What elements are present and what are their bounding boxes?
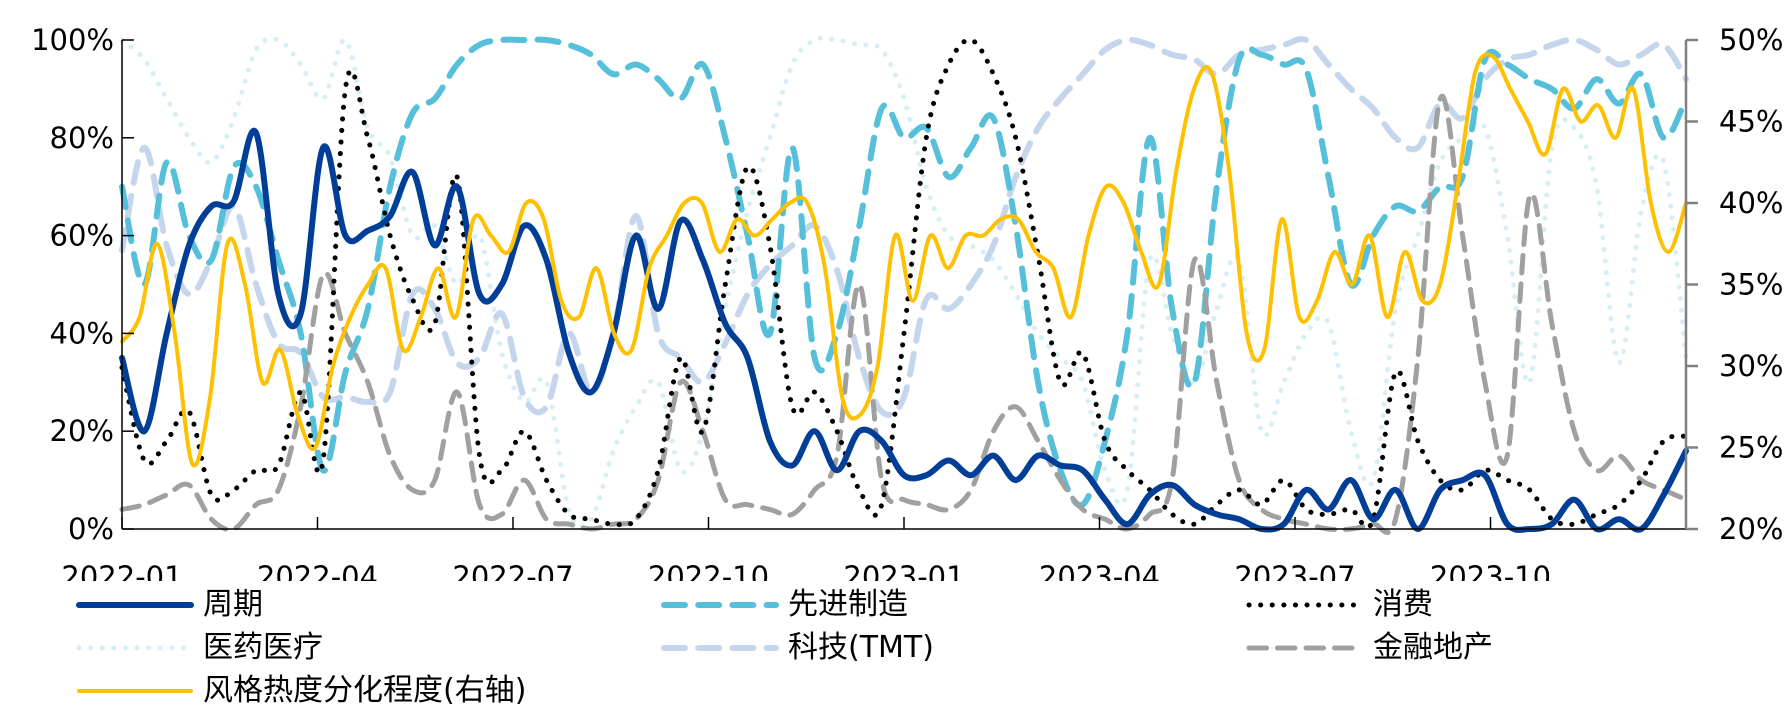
series-line [119,36,1689,509]
dashed-line-swatch-icon [661,602,779,608]
dotted-line-swatch-icon [1246,602,1364,608]
series-line [120,52,1688,468]
legend-item-tmt: 科技(TMT) [660,628,934,668]
dotted-line-swatch-icon [76,645,194,651]
right-tick-label: 30% [1719,349,1783,383]
right-tick-label: 20% [1719,512,1783,546]
left-tick-label: 40% [50,316,114,350]
legend-label: 周期 [203,587,263,622]
legend-item-style-divergence: 风格热度分化程度(右轴) [75,671,526,711]
legend: 周期 先进制造 消费 医药医疗 科技(TMT) 金融地产 风格热度分化程度(右轴… [0,585,1789,718]
legend-label: 风格热度分化程度(右轴) [203,673,527,708]
axes-layer: 0%20%40%60%80%100%20%25%30%35%40%45%50%2… [0,23,1789,590]
left-tick-label: 20% [50,414,114,448]
left-tick-label: 60% [50,219,114,253]
legend-item-finance-realestate: 金融地产 [1245,628,1493,668]
line-chart: 0%20%40%60%80%100%20%25%30%35%40%45%50%2… [0,23,1789,590]
series-line [119,127,1689,533]
legend-label: 医药医疗 [203,630,323,665]
legend-label: 科技(TMT) [788,630,934,665]
legend-item-advanced-manufacturing: 先进制造 [660,585,908,625]
series-line [119,93,1689,536]
series-layer [119,35,1689,536]
legend-item-healthcare: 医药医疗 [75,628,323,668]
solid-line-swatch-icon [76,602,194,608]
right-tick-label: 25% [1719,431,1783,465]
legend-item-consumption: 消费 [1245,585,1433,625]
right-tick-label: 45% [1719,105,1783,139]
legend-label: 消费 [1373,587,1433,622]
left-tick-label: 0% [68,512,114,546]
left-tick-label: 80% [50,121,114,155]
legend-label: 先进制造 [788,587,908,622]
series-line [119,36,1689,418]
series-line [119,37,1689,530]
legend-item-cycle: 周期 [75,585,263,625]
dashed-line-swatch-icon [661,645,779,651]
dashed-line-swatch-icon [1246,645,1364,651]
legend-label: 金融地产 [1373,630,1493,665]
right-tick-label: 50% [1719,23,1783,57]
right-tick-label: 40% [1719,186,1783,220]
solid-line-swatch-icon [77,689,193,693]
left-tick-label: 100% [31,23,114,57]
right-tick-label: 35% [1719,268,1783,302]
